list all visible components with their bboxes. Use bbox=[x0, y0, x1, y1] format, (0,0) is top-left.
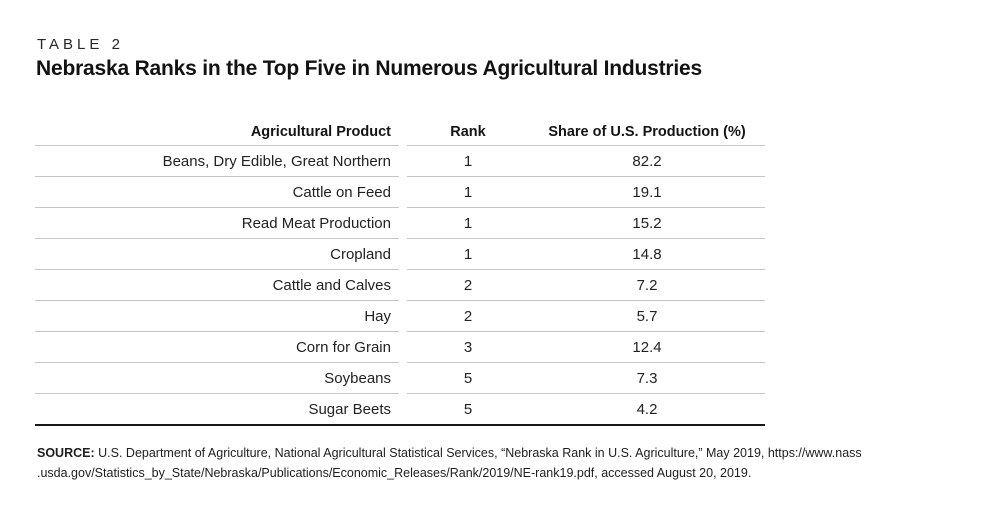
table-row: 3 12.4 bbox=[407, 331, 765, 363]
product-cell: Beans, Dry Edible, Great Northern bbox=[35, 145, 399, 177]
table-row: 1 82.2 bbox=[407, 145, 765, 177]
rank-cell: 5 bbox=[407, 362, 529, 394]
table-row: 1 14.8 bbox=[407, 238, 765, 270]
rank-cell: 2 bbox=[407, 300, 529, 332]
source-line-2: .usda.gov/Statistics_by_State/Nebraska/P… bbox=[37, 466, 752, 480]
table-row: Sugar Beets bbox=[35, 394, 399, 425]
table-row: 1 19.1 bbox=[407, 176, 765, 208]
column-header-share: Share of U.S. Production (%) bbox=[529, 118, 765, 146]
source-line-1: U.S. Department of Agriculture, National… bbox=[94, 446, 862, 460]
product-cell: Cattle and Calves bbox=[35, 269, 399, 301]
table-kicker: TABLE 2 bbox=[37, 36, 124, 53]
header-row: Rank Share of U.S. Production (%) bbox=[407, 118, 765, 146]
data-table: Agricultural Product Beans, Dry Edible, … bbox=[35, 118, 765, 426]
table-row: Read Meat Production bbox=[35, 207, 399, 239]
table-row: 2 7.2 bbox=[407, 269, 765, 301]
product-cell: Hay bbox=[35, 300, 399, 332]
product-cell: Sugar Beets bbox=[308, 400, 391, 418]
product-column-table: Agricultural Product Beans, Dry Edible, … bbox=[35, 118, 399, 424]
table-row: Cattle on Feed bbox=[35, 176, 399, 208]
rank-cell: 2 bbox=[407, 269, 529, 301]
rank-cell: 1 bbox=[407, 176, 529, 208]
product-cell: Soybeans bbox=[35, 362, 399, 394]
product-cell: Corn for Grain bbox=[35, 331, 399, 363]
source-note: SOURCE: U.S. Department of Agriculture, … bbox=[37, 443, 987, 483]
table-row: Beans, Dry Edible, Great Northern bbox=[35, 145, 399, 177]
rank-share-table: Rank Share of U.S. Production (%) 1 82.2 1… bbox=[407, 118, 765, 424]
source-label: SOURCE: bbox=[37, 446, 95, 460]
rank-cell: 1 bbox=[407, 145, 529, 177]
share-cell: 5.7 bbox=[529, 300, 765, 332]
share-cell: 19.1 bbox=[529, 176, 765, 208]
product-cell: Read Meat Production bbox=[35, 207, 399, 239]
table-row: Hay bbox=[35, 300, 399, 332]
table-row: Cropland bbox=[35, 238, 399, 270]
share-cell: 7.3 bbox=[529, 362, 765, 394]
table-title: Nebraska Ranks in the Top Five in Numero… bbox=[36, 57, 702, 80]
table-row: Corn for Grain bbox=[35, 331, 399, 363]
table-row: 5 4.2 bbox=[407, 394, 765, 425]
share-cell: 82.2 bbox=[529, 145, 765, 177]
share-cell: 12.4 bbox=[529, 331, 765, 363]
share-cell: 14.8 bbox=[529, 238, 765, 270]
header-row: Agricultural Product bbox=[35, 118, 399, 146]
rank-cell: 1 bbox=[407, 238, 529, 270]
column-header-product: Agricultural Product bbox=[35, 118, 399, 146]
table-row: 5 7.3 bbox=[407, 362, 765, 394]
column-header-rank: Rank bbox=[407, 118, 529, 146]
table-row: 1 15.2 bbox=[407, 207, 765, 239]
share-cell: 7.2 bbox=[529, 269, 765, 301]
rank-cell: 5 bbox=[463, 400, 473, 418]
share-cell: 4.2 bbox=[636, 400, 658, 418]
table-row: Soybeans bbox=[35, 362, 399, 394]
rank-cell: 1 bbox=[407, 207, 529, 239]
product-cell: Cropland bbox=[35, 238, 399, 270]
table-row: 2 5.7 bbox=[407, 300, 765, 332]
share-cell: 15.2 bbox=[529, 207, 765, 239]
table-row: Cattle and Calves bbox=[35, 269, 399, 301]
product-cell: Cattle on Feed bbox=[35, 176, 399, 208]
rank-cell: 3 bbox=[407, 331, 529, 363]
